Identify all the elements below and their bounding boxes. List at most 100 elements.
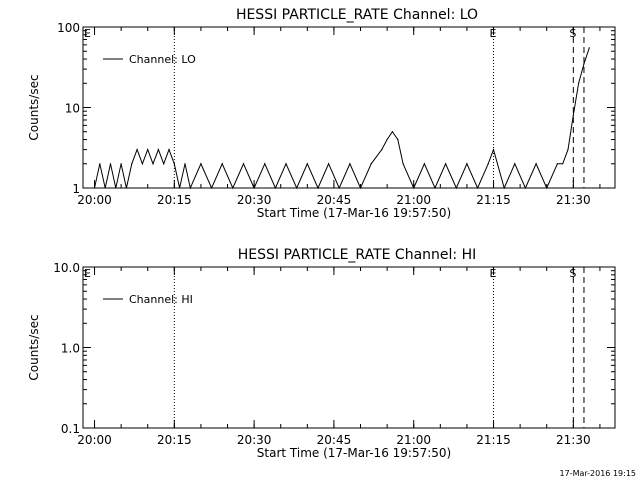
data-point bbox=[115, 187, 117, 189]
legend-label: Channel: LO bbox=[129, 53, 196, 66]
data-point bbox=[221, 163, 223, 165]
y-tick-label: 10 bbox=[65, 102, 80, 116]
data-point bbox=[588, 47, 590, 49]
data-point bbox=[104, 187, 106, 189]
data-point bbox=[583, 63, 585, 65]
event-marker-label: E bbox=[490, 267, 497, 280]
data-point bbox=[179, 187, 181, 189]
data-point bbox=[434, 187, 436, 189]
x-tick-label: 21:30 bbox=[556, 193, 591, 207]
data-point bbox=[556, 163, 558, 165]
data-point bbox=[349, 163, 351, 165]
data-point bbox=[381, 148, 383, 151]
data-point bbox=[535, 163, 537, 165]
data-point bbox=[264, 163, 266, 165]
data-point bbox=[157, 148, 159, 151]
data-point bbox=[152, 163, 154, 165]
data-point bbox=[131, 163, 133, 165]
data-point bbox=[455, 187, 457, 189]
data-point bbox=[200, 163, 202, 165]
data-point bbox=[370, 163, 372, 165]
data-point bbox=[423, 163, 425, 165]
y-axis-label: Counts/sec bbox=[27, 74, 41, 140]
event-marker-label: S bbox=[569, 27, 576, 40]
data-point bbox=[168, 148, 170, 151]
y-axis-label: Counts/sec bbox=[27, 314, 41, 380]
x-axis-label: Start Time (17-Mar-16 19:57:50) bbox=[257, 206, 451, 220]
data-point bbox=[285, 163, 287, 165]
data-point bbox=[120, 163, 122, 165]
data-point bbox=[487, 163, 489, 165]
x-tick-label: 21:00 bbox=[396, 193, 431, 207]
x-tick-label: 21:00 bbox=[396, 433, 431, 447]
data-point bbox=[274, 187, 277, 189]
x-axis-label: Start Time (17-Mar-16 19:57:50) bbox=[257, 446, 451, 460]
data-point bbox=[397, 138, 399, 141]
data-point bbox=[210, 187, 213, 189]
x-tick-label: 20:00 bbox=[77, 193, 112, 207]
left-edge-marker-label: E bbox=[84, 27, 91, 40]
data-point bbox=[546, 187, 548, 189]
data-point bbox=[567, 148, 569, 151]
left-edge-marker-label: E bbox=[84, 267, 91, 280]
data-point bbox=[572, 114, 574, 116]
data-point bbox=[147, 148, 149, 151]
y-tick-label: 100 bbox=[57, 21, 80, 35]
data-point bbox=[328, 163, 330, 165]
plot-frame bbox=[82, 26, 616, 189]
data-point bbox=[296, 187, 298, 189]
data-point bbox=[338, 187, 340, 189]
y-tick-label: 10.0 bbox=[53, 261, 80, 275]
data-point bbox=[163, 163, 165, 165]
data-point bbox=[99, 163, 101, 165]
x-tick-label: 20:30 bbox=[237, 433, 272, 447]
data-point bbox=[514, 163, 516, 165]
x-tick-label: 21:30 bbox=[556, 433, 591, 447]
footer-timestamp: 17-Mar-2016 19:15 bbox=[560, 469, 637, 478]
data-point bbox=[253, 187, 255, 189]
data-point bbox=[524, 187, 527, 189]
data-point bbox=[317, 187, 319, 189]
data-point bbox=[173, 163, 175, 165]
data-point bbox=[578, 82, 580, 84]
data-point bbox=[184, 163, 186, 165]
x-tick-label: 20:30 bbox=[237, 193, 272, 207]
data-point bbox=[306, 163, 308, 165]
x-tick-label: 21:15 bbox=[476, 193, 511, 207]
data-point bbox=[413, 187, 415, 189]
chart-title: HESSI PARTICLE_RATE Channel: HI bbox=[238, 247, 476, 263]
data-point bbox=[503, 187, 505, 189]
x-tick-label: 20:45 bbox=[317, 193, 352, 207]
data-point bbox=[136, 148, 138, 151]
data-point bbox=[466, 163, 468, 165]
x-tick-label: 20:15 bbox=[157, 193, 192, 207]
data-point bbox=[386, 138, 388, 141]
x-tick-label: 20:15 bbox=[157, 433, 192, 447]
x-tick-label: 20:00 bbox=[77, 433, 112, 447]
data-point bbox=[359, 187, 362, 189]
data-point bbox=[492, 148, 495, 151]
plot-frame bbox=[82, 266, 616, 429]
event-marker-label: S bbox=[569, 267, 576, 280]
chart-title: HESSI PARTICLE_RATE Channel: LO bbox=[236, 7, 478, 23]
data-point bbox=[402, 163, 404, 165]
y-tick-label: 1.0 bbox=[61, 342, 80, 356]
data-point bbox=[109, 163, 112, 165]
data-point bbox=[232, 187, 234, 189]
data-point bbox=[391, 131, 394, 133]
x-tick-label: 21:15 bbox=[476, 433, 511, 447]
y-tick-label: 0.1 bbox=[61, 422, 80, 436]
data-point bbox=[562, 163, 564, 165]
event-marker-label: E bbox=[490, 27, 497, 40]
data-point bbox=[189, 187, 191, 189]
data-point bbox=[445, 163, 447, 165]
data-point bbox=[141, 163, 144, 165]
data-point bbox=[242, 163, 245, 165]
legend-label: Channel: HI bbox=[129, 293, 193, 306]
y-tick-label: 1 bbox=[72, 182, 80, 196]
data-point bbox=[93, 187, 96, 189]
data-point bbox=[476, 187, 479, 189]
series-line-0 bbox=[94, 47, 590, 190]
